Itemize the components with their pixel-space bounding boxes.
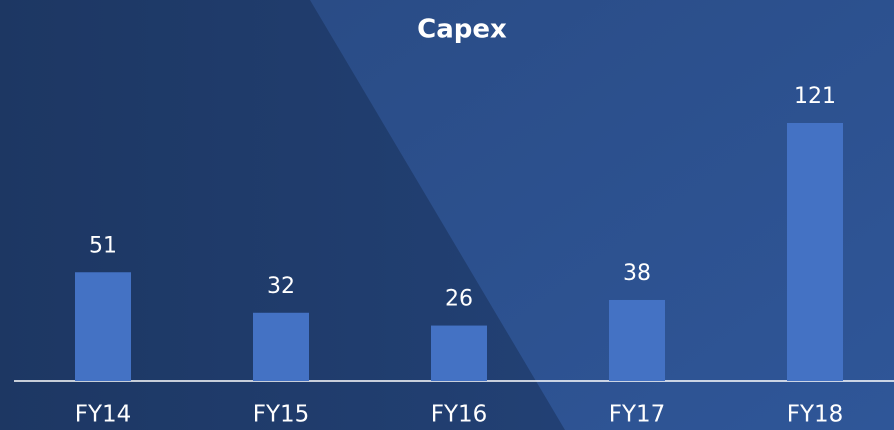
chart-title: Capex xyxy=(417,15,507,45)
x-tick-label: FY17 xyxy=(609,402,666,428)
bar xyxy=(787,123,843,381)
x-tick-label: FY18 xyxy=(787,402,844,428)
x-tick-label: FY14 xyxy=(75,402,132,428)
data-label: 26 xyxy=(445,287,473,312)
data-label: 38 xyxy=(623,261,651,286)
bar xyxy=(253,312,309,381)
data-label: 51 xyxy=(89,233,117,258)
bar xyxy=(431,325,487,381)
data-label: 32 xyxy=(267,274,295,299)
x-tick-label: FY15 xyxy=(253,402,310,428)
data-label: 121 xyxy=(794,84,836,109)
x-tick-label: FY16 xyxy=(431,402,488,428)
bar xyxy=(75,272,131,381)
bar xyxy=(609,299,665,381)
background-panel xyxy=(310,0,894,430)
